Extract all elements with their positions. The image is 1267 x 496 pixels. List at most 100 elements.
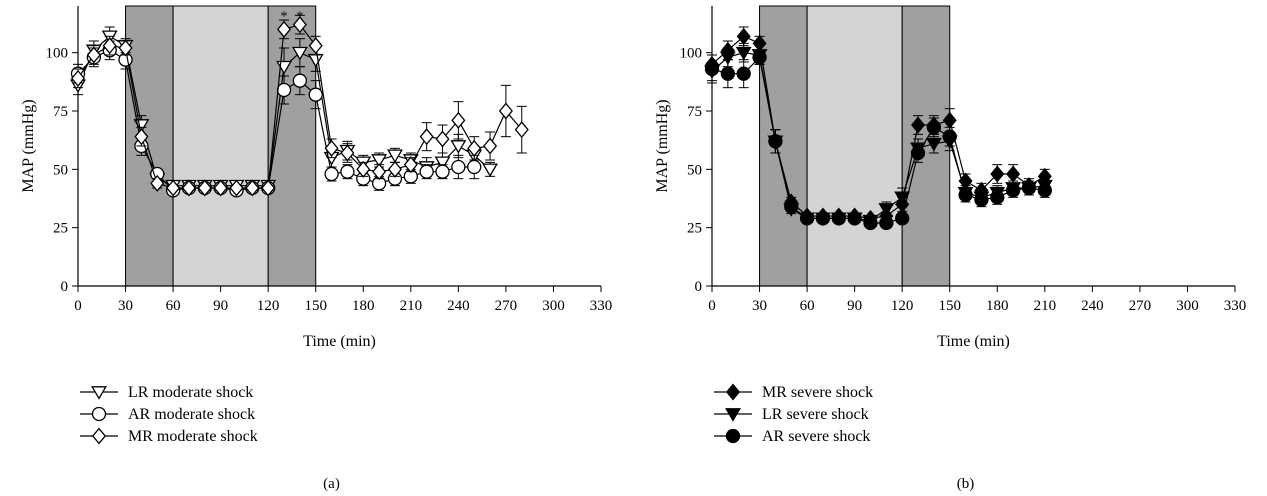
x-tick-label: 270 bbox=[1129, 298, 1152, 314]
data-point bbox=[308, 37, 323, 55]
data-point bbox=[70, 69, 86, 87]
data-point bbox=[735, 46, 752, 61]
y-axis-label: MAP (mmHg) bbox=[654, 99, 671, 192]
x-tick-label: 90 bbox=[213, 298, 228, 314]
data-point bbox=[815, 211, 831, 226]
legend-label: LR severe shock bbox=[762, 406, 869, 423]
data-point bbox=[403, 156, 418, 174]
data-point bbox=[736, 66, 751, 81]
data-point bbox=[324, 166, 339, 182]
data-point bbox=[958, 187, 973, 203]
legend-marker bbox=[91, 386, 107, 400]
x-tick-label: 210 bbox=[1034, 298, 1057, 314]
legend-label: AR severe shock bbox=[762, 428, 870, 445]
x-tick-label: 300 bbox=[542, 298, 565, 314]
data-point bbox=[831, 211, 846, 226]
y-tick-label: 25 bbox=[53, 221, 68, 237]
data-point bbox=[450, 140, 467, 154]
series-mr-moderate-shock bbox=[70, 14, 529, 197]
legend-label: LR moderate shock bbox=[128, 384, 253, 401]
significance-marker: * bbox=[296, 9, 303, 24]
data-point bbox=[435, 164, 450, 179]
legend-marker bbox=[725, 428, 741, 444]
series-line bbox=[711, 35, 1046, 219]
data-point bbox=[720, 66, 735, 81]
data-point bbox=[879, 215, 894, 231]
chart-panel-a: 0 25 50 75 100 0 30 60 90 120 150 180 210 240 270 300 33… bbox=[0, 0, 633, 496]
data-point bbox=[435, 130, 450, 148]
y-axis-label: MAP (mmHg) bbox=[20, 99, 37, 192]
y-tick-label: 100 bbox=[46, 46, 69, 62]
data-point bbox=[1006, 165, 1021, 183]
data-point bbox=[483, 137, 498, 155]
data-point bbox=[990, 165, 1005, 183]
data-point bbox=[752, 50, 767, 65]
data-point bbox=[372, 163, 387, 181]
data-point bbox=[1037, 183, 1052, 198]
data-point bbox=[482, 163, 499, 178]
x-tick-label: 330 bbox=[1224, 298, 1247, 314]
data-point bbox=[719, 51, 736, 66]
y-tick-label: 100 bbox=[680, 46, 703, 62]
x-tick-label: 180 bbox=[986, 298, 1009, 314]
chart-panel-b: 0 25 50 75 100 0 30 60 90 120 150 180 210 240 270 300 33… bbox=[634, 0, 1267, 496]
data-point bbox=[878, 203, 895, 217]
data-point bbox=[134, 128, 149, 146]
data-point bbox=[419, 164, 434, 179]
x-tick-label: 0 bbox=[708, 298, 716, 314]
x-tick-label: 240 bbox=[1081, 298, 1104, 314]
y-tick-label: 0 bbox=[61, 279, 69, 295]
data-point bbox=[894, 191, 911, 206]
x-tick-label: 120 bbox=[891, 298, 914, 314]
data-point bbox=[213, 179, 228, 197]
data-point bbox=[942, 129, 957, 144]
data-point bbox=[736, 27, 751, 45]
shaded-regions bbox=[125, 5, 317, 287]
legend-marker bbox=[725, 383, 741, 401]
data-point bbox=[276, 82, 292, 98]
data-point bbox=[895, 211, 910, 226]
data-point bbox=[340, 164, 355, 179]
data-point bbox=[118, 39, 133, 57]
legend-marker bbox=[91, 406, 107, 422]
data-point bbox=[387, 149, 403, 164]
legend-label: MR severe shock bbox=[762, 384, 873, 401]
shaded-region-dark bbox=[267, 5, 317, 287]
data-point bbox=[467, 139, 482, 157]
data-point bbox=[150, 174, 165, 192]
data-point bbox=[356, 160, 371, 178]
x-tick-label: 60 bbox=[800, 298, 815, 314]
shaded-region-light bbox=[806, 5, 903, 287]
data-point bbox=[768, 134, 783, 149]
data-point bbox=[910, 145, 926, 161]
x-tick-label: 210 bbox=[400, 298, 423, 314]
x-tick-label: 150 bbox=[938, 298, 961, 314]
data-point bbox=[990, 190, 1005, 205]
x-axis-label: Time (min) bbox=[937, 333, 1010, 350]
chart-a-svg: 0 25 50 75 100 0 30 60 90 120 150 180 210 240 270 300 33… bbox=[20, 5, 613, 492]
series-ar-severe-shock bbox=[704, 49, 1052, 231]
legend: LR moderate shock AR moderate shock MR mod… bbox=[80, 384, 258, 445]
data-point bbox=[324, 139, 339, 157]
data-point bbox=[451, 159, 466, 175]
data-point bbox=[451, 111, 466, 129]
x-tick-label: 30 bbox=[118, 298, 133, 314]
y-tick-label: 25 bbox=[687, 221, 702, 237]
x-tick-label: 330 bbox=[590, 298, 613, 314]
data-point bbox=[799, 211, 815, 226]
data-point bbox=[371, 154, 388, 168]
data-point bbox=[261, 179, 276, 197]
legend-label: AR moderate shock bbox=[128, 406, 255, 423]
chart-b-svg: 0 25 50 75 100 0 30 60 90 120 150 180 210 240 270 300 33… bbox=[654, 5, 1247, 492]
data-point bbox=[863, 215, 878, 231]
data-point bbox=[1005, 183, 1021, 198]
y-tick-label: 50 bbox=[53, 162, 68, 178]
data-point bbox=[911, 116, 926, 134]
data-point bbox=[181, 179, 196, 197]
data-point bbox=[166, 179, 181, 197]
data-point bbox=[292, 73, 308, 88]
series-line bbox=[711, 56, 1045, 224]
legend-marker bbox=[725, 408, 741, 422]
data-point bbox=[245, 179, 260, 197]
x-tick-label: 150 bbox=[304, 298, 327, 314]
